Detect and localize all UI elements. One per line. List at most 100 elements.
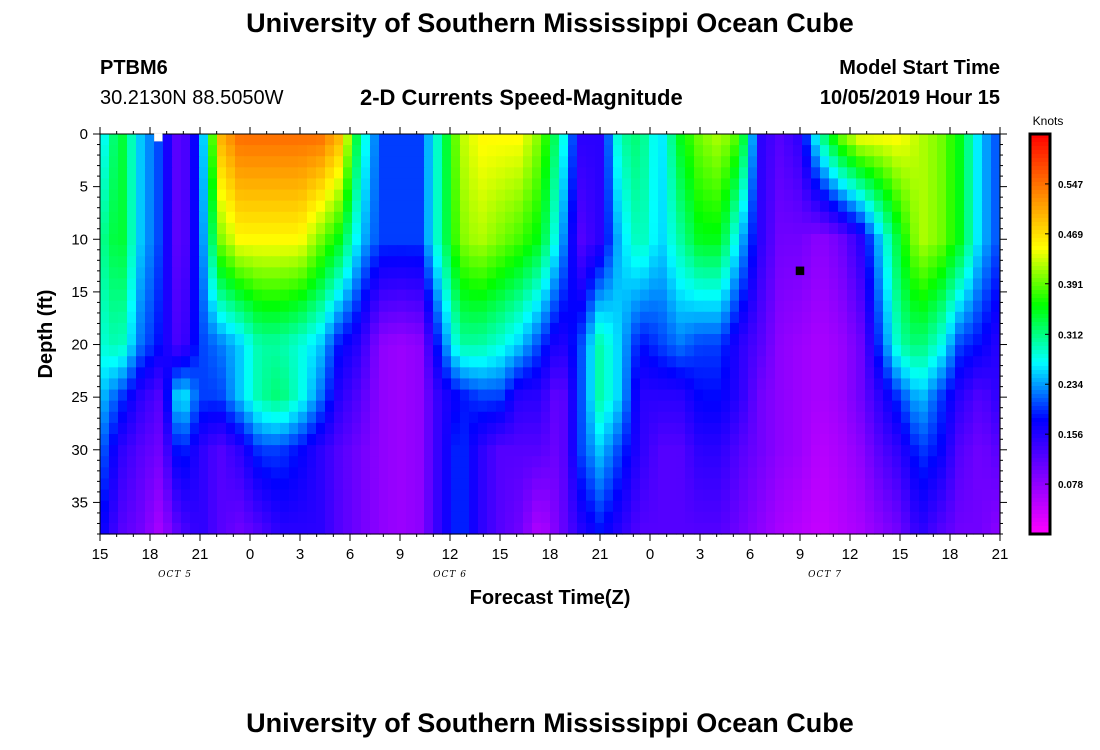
heatmap-cell bbox=[424, 178, 434, 191]
heatmap-cell bbox=[397, 378, 407, 391]
heatmap-cell bbox=[883, 411, 893, 424]
heatmap-cell bbox=[334, 289, 344, 302]
heatmap-cell bbox=[514, 434, 524, 446]
heatmap-cell bbox=[181, 222, 191, 235]
heatmap-cell bbox=[118, 311, 128, 324]
colorbar-segment bbox=[1030, 498, 1050, 503]
heatmap-cell bbox=[991, 456, 1001, 468]
heatmap-cell bbox=[127, 289, 137, 302]
heatmap-cell bbox=[667, 334, 677, 346]
heatmap-cell bbox=[127, 234, 137, 246]
heatmap-cell bbox=[118, 345, 128, 357]
heatmap-cell bbox=[739, 234, 749, 246]
heatmap-cell bbox=[487, 367, 497, 380]
heatmap-cell bbox=[469, 211, 479, 224]
colorbar-segment bbox=[1030, 226, 1050, 231]
heatmap-cell bbox=[235, 234, 245, 246]
heatmap-cell bbox=[739, 411, 749, 424]
heatmap-cell bbox=[928, 411, 938, 424]
heatmap-cell bbox=[856, 511, 866, 524]
heatmap-cell bbox=[172, 156, 182, 168]
heatmap-cell bbox=[109, 300, 119, 313]
heatmap-cell bbox=[568, 467, 578, 480]
colorbar-segment bbox=[1030, 170, 1050, 175]
heatmap-cell bbox=[568, 322, 578, 335]
colorbar-segment bbox=[1030, 306, 1050, 311]
heatmap-cell bbox=[532, 345, 542, 357]
heatmap-cell bbox=[388, 467, 398, 480]
heatmap-cell bbox=[739, 245, 749, 257]
heatmap-cell bbox=[829, 467, 839, 480]
heatmap-cell bbox=[811, 211, 821, 224]
heatmap-cell bbox=[802, 456, 812, 468]
heatmap-cell bbox=[154, 189, 164, 202]
heatmap-cell bbox=[568, 178, 578, 191]
heatmap-cell bbox=[721, 167, 731, 180]
heatmap-cell bbox=[946, 389, 956, 402]
heatmap-cell bbox=[424, 467, 434, 480]
heatmap-cell bbox=[532, 311, 542, 324]
heatmap-cell bbox=[433, 322, 443, 335]
heatmap-cell bbox=[577, 378, 587, 391]
heatmap-cell bbox=[208, 456, 218, 468]
heatmap-cell bbox=[766, 300, 776, 313]
heatmap-cell bbox=[541, 278, 551, 291]
heatmap-cell bbox=[118, 289, 128, 302]
heatmap-cell bbox=[955, 311, 965, 324]
heatmap-cell bbox=[559, 178, 569, 191]
heatmap-cell bbox=[613, 178, 623, 191]
heatmap-cell bbox=[775, 411, 785, 424]
heatmap-cell bbox=[109, 500, 119, 513]
heatmap-cell bbox=[478, 200, 488, 213]
heatmap-cell bbox=[559, 167, 569, 180]
heatmap-cell bbox=[451, 434, 461, 446]
heatmap-cell bbox=[946, 467, 956, 480]
heatmap-cell bbox=[937, 200, 947, 213]
heatmap-cell bbox=[523, 456, 533, 468]
heatmap-cell bbox=[460, 434, 470, 446]
heatmap-cell bbox=[235, 500, 245, 513]
heatmap-cell bbox=[532, 400, 542, 413]
heatmap-cell bbox=[415, 522, 425, 535]
heatmap-cell bbox=[244, 467, 254, 480]
heatmap-cell bbox=[289, 522, 299, 535]
y-tick-label: 15 bbox=[71, 284, 88, 301]
heatmap-cell bbox=[307, 367, 317, 380]
heatmap-cell bbox=[361, 434, 371, 446]
heatmap-cell bbox=[397, 167, 407, 180]
heatmap-cell bbox=[937, 356, 947, 368]
heatmap-cell bbox=[172, 467, 182, 480]
heatmap-cell bbox=[397, 289, 407, 302]
heatmap-cell bbox=[253, 156, 263, 168]
heatmap-cell bbox=[766, 222, 776, 235]
heatmap-cell bbox=[478, 278, 488, 291]
heatmap-cell bbox=[577, 145, 587, 157]
heatmap-cell bbox=[865, 289, 875, 302]
heatmap-cell bbox=[100, 289, 110, 302]
heatmap-cell bbox=[802, 511, 812, 524]
heatmap-cell bbox=[127, 511, 137, 524]
heatmap-cell bbox=[604, 200, 614, 213]
heatmap-cell bbox=[325, 411, 335, 424]
heatmap-cell bbox=[631, 178, 641, 191]
heatmap-cell bbox=[640, 489, 650, 502]
heatmap-cell bbox=[892, 256, 902, 268]
heatmap-cell bbox=[316, 400, 326, 413]
heatmap-cell bbox=[685, 134, 695, 146]
heatmap-cell bbox=[235, 200, 245, 213]
heatmap-cell bbox=[721, 478, 731, 491]
heatmap-cell bbox=[307, 311, 317, 324]
heatmap-cell bbox=[649, 511, 659, 524]
heatmap-cell bbox=[523, 522, 533, 535]
heatmap-cell bbox=[451, 134, 461, 146]
heatmap-cell bbox=[694, 422, 704, 435]
heatmap-cell bbox=[757, 400, 767, 413]
heatmap-cell bbox=[874, 211, 884, 224]
heatmap-cell bbox=[910, 145, 920, 157]
heatmap-cell bbox=[442, 522, 452, 535]
x-tick-label: 0 bbox=[246, 546, 254, 563]
heatmap-cell bbox=[505, 189, 515, 202]
heatmap-cell bbox=[991, 311, 1001, 324]
heatmap-cell bbox=[676, 478, 686, 491]
heatmap-cell bbox=[577, 422, 587, 435]
